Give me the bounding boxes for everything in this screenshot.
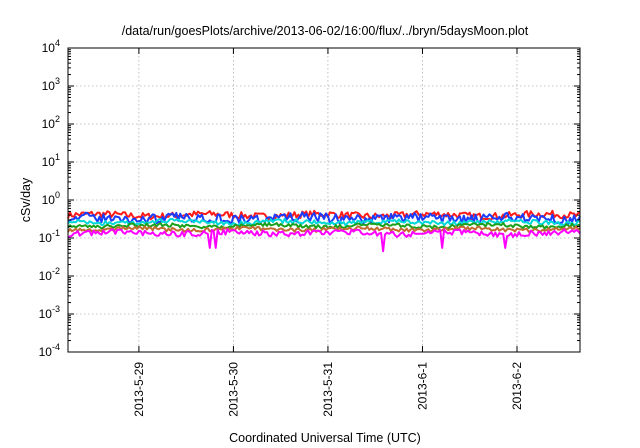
y-tick-label: 101: [42, 152, 60, 169]
y-tick-base: 10: [39, 231, 53, 245]
y-tick-exponent: 1: [55, 152, 60, 162]
y-tick-label: 10-4: [39, 342, 60, 359]
y-tick-base: 10: [42, 117, 56, 131]
y-tick-label: 10-3: [39, 304, 60, 321]
series-line: [67, 209, 581, 221]
y-tick-exponent: -1: [52, 228, 60, 238]
y-axis-label: cSv/day: [19, 177, 33, 222]
x-axis-label: Coordinated Universal Time (UTC): [229, 431, 421, 445]
series-layer: [67, 209, 581, 253]
y-tick-exponent: 0: [55, 190, 60, 200]
grid-lines: [68, 47, 580, 353]
x-tick-label: 2013-5-30: [226, 362, 240, 417]
x-tick-label: 2013-5-29: [132, 362, 146, 417]
y-tick-base: 10: [42, 193, 56, 207]
x-axis: 2013-5-29 2013-5-30 2013-5-31 2013-6-1 2013-…: [132, 48, 524, 417]
y-tick-base: 10: [42, 155, 56, 169]
y-tick-label: 103: [42, 76, 60, 93]
y-tick-exponent: -4: [52, 342, 60, 352]
y-tick-label: 10-2: [39, 266, 60, 283]
x-tick-label: 2013-5-31: [321, 362, 335, 417]
y-tick-base: 10: [39, 269, 53, 283]
y-tick-exponent: 3: [55, 76, 60, 86]
y-tick-label: 102: [42, 114, 60, 131]
x-tick-label: 2013-6-2: [510, 362, 524, 410]
x-tick-label: 2013-6-1: [415, 362, 429, 410]
y-tick-base: 10: [39, 307, 53, 321]
chart-title: /data/run/goesPlots/archive/2013-06-02/1…: [122, 24, 529, 38]
y-tick-exponent: -2: [52, 266, 60, 276]
y-tick-exponent: -3: [52, 304, 60, 314]
y-tick-label: 100: [42, 190, 60, 207]
y-tick-base: 10: [42, 79, 56, 93]
y-tick-exponent: 4: [55, 38, 60, 48]
y-tick-exponent: 2: [55, 114, 60, 124]
series-line: [67, 225, 581, 233]
y-tick-label: 104: [42, 38, 60, 55]
series-line: [67, 228, 581, 253]
y-tick-base: 10: [39, 345, 53, 359]
y-tick-label: 10-1: [39, 228, 60, 245]
series-line: [67, 217, 581, 227]
series-line: [67, 222, 581, 230]
series-line: [67, 211, 581, 225]
y-tick-base: 10: [42, 41, 56, 55]
